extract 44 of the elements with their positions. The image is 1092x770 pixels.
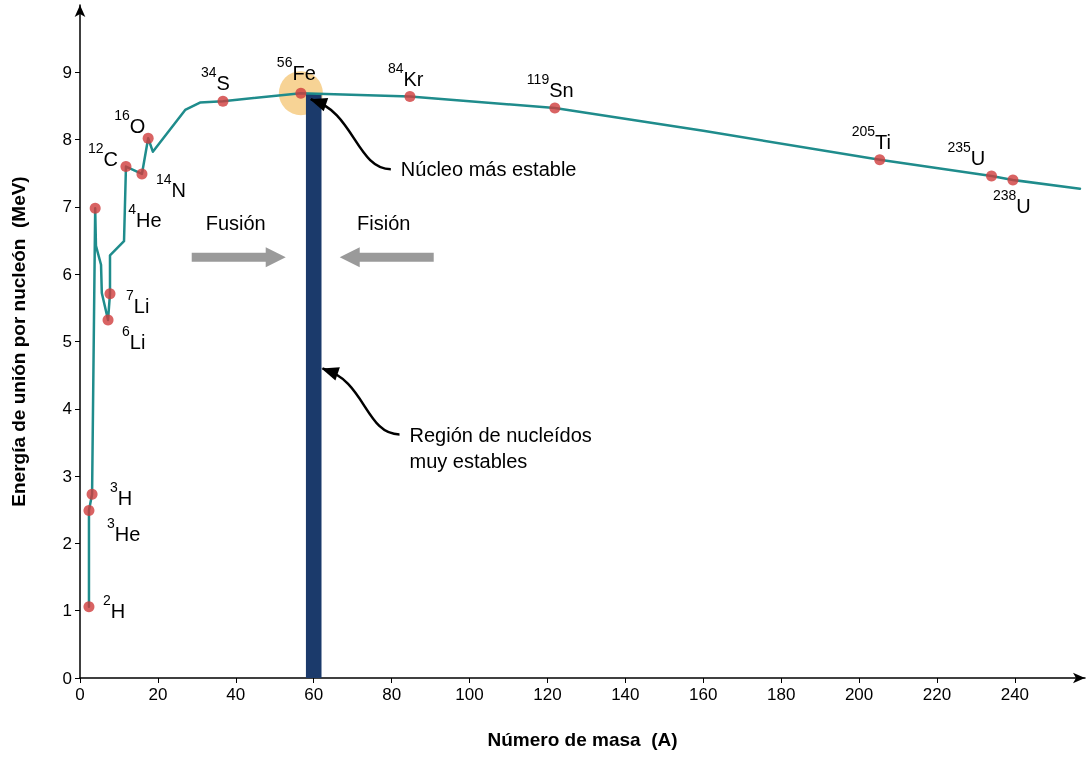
x-tick-label: 160 <box>689 685 718 704</box>
annotation: Región de nucleídos muy estables <box>409 424 598 473</box>
annotation: Fisión <box>357 212 411 235</box>
y-tick-label: 4 <box>62 399 72 419</box>
point <box>1007 174 1019 186</box>
y-tick-label: 7 <box>62 197 72 217</box>
x-tick-label: 20 <box>148 685 168 704</box>
x-tick-label: 240 <box>1000 685 1030 704</box>
x-tick-label: 0 <box>75 685 85 704</box>
point <box>874 154 886 166</box>
y-tick-label: 2 <box>62 533 72 553</box>
y-tick-label: 3 <box>62 466 72 486</box>
point <box>83 601 95 613</box>
point <box>120 161 132 173</box>
x-tick-label: 80 <box>382 685 402 704</box>
point <box>217 95 229 107</box>
point <box>142 132 154 144</box>
point <box>102 314 114 326</box>
point <box>89 202 101 214</box>
point <box>86 488 98 500</box>
annotation: Núcleo más estable <box>400 158 577 181</box>
x-tick-label: 100 <box>455 685 484 704</box>
point <box>549 102 561 114</box>
x-axis-title: Número de masa (A) <box>487 729 678 750</box>
x-tick-label: 120 <box>533 685 562 704</box>
y-tick-label: 0 <box>62 668 72 688</box>
x-tick-label: 60 <box>304 685 324 704</box>
y-axis-title: Energía de unión por nucleón (MeV) <box>8 176 29 507</box>
point <box>986 170 998 182</box>
point <box>83 504 95 516</box>
y-tick-label: 8 <box>62 130 72 150</box>
point <box>136 168 148 180</box>
y-tick-label: 9 <box>62 62 72 82</box>
annotation: Fusión <box>205 212 266 235</box>
y-tick-label: 6 <box>62 264 72 284</box>
y-tick-label: 5 <box>62 332 72 351</box>
point <box>104 288 116 300</box>
x-tick-label: 180 <box>766 685 796 704</box>
point <box>404 91 416 103</box>
x-tick-label: 220 <box>922 685 952 704</box>
x-tick-label: 140 <box>611 685 640 704</box>
x-tick-label: 40 <box>226 685 246 704</box>
x-tick-label: 200 <box>844 685 874 704</box>
y-tick-label: 1 <box>62 601 72 621</box>
